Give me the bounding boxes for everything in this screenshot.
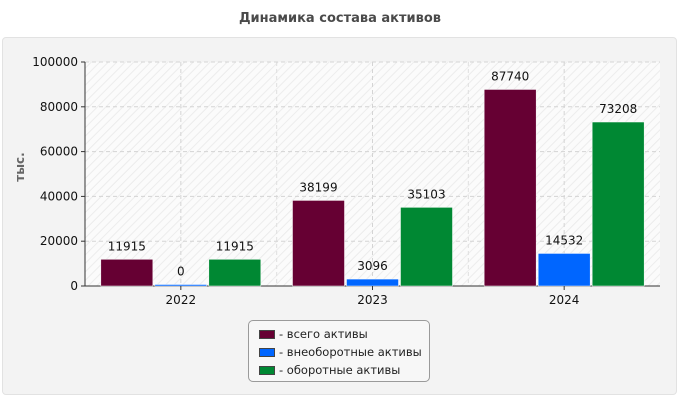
y-tick-label: 40000 <box>40 189 78 203</box>
x-tick-label: 2024 <box>549 293 580 307</box>
y-tick-label: 60000 <box>40 145 78 159</box>
x-tick-label: 2023 <box>357 293 388 307</box>
bar <box>537 253 591 287</box>
y-axis-label: тыс. <box>13 152 27 182</box>
data-label: 35103 <box>407 187 445 201</box>
y-tick-label: 80000 <box>40 100 78 114</box>
bar <box>346 278 399 287</box>
legend-swatch-noncurrent <box>259 347 275 357</box>
legend-swatch-total <box>259 329 275 339</box>
bar <box>154 284 208 287</box>
legend-item-noncurrent: - внеоборотные активы <box>259 343 429 361</box>
chart-title: Динамика состава активов <box>238 11 442 26</box>
bar <box>400 207 453 287</box>
data-label: 14532 <box>545 233 583 247</box>
y-tick-label: 0 <box>70 279 78 293</box>
bar <box>292 200 345 287</box>
data-label: 87740 <box>491 69 529 83</box>
data-label: 3096 <box>357 259 388 273</box>
x-tick-label: 2022 <box>166 293 197 307</box>
bar <box>591 121 645 287</box>
data-label: 0 <box>177 265 185 279</box>
legend-item-current: - оборотные активы <box>259 361 429 379</box>
data-label: 11915 <box>216 239 254 253</box>
legend-item-total: - всего активы <box>259 325 429 343</box>
legend-label-noncurrent: - внеоборотные активы <box>279 345 422 359</box>
legend-swatch-current <box>259 365 275 375</box>
legend: - всего активы - внеоборотные активы - о… <box>248 320 430 382</box>
data-label: 38199 <box>299 180 337 194</box>
legend-label-current: - оборотные активы <box>279 363 401 377</box>
y-tick-label: 20000 <box>40 234 78 248</box>
bar <box>100 259 154 287</box>
legend-label-total: - всего активы <box>279 327 368 341</box>
data-label: 73208 <box>599 102 637 116</box>
bar <box>483 89 537 287</box>
y-tick-label: 100000 <box>32 55 78 69</box>
data-label: 11915 <box>108 239 146 253</box>
bar <box>208 259 262 287</box>
